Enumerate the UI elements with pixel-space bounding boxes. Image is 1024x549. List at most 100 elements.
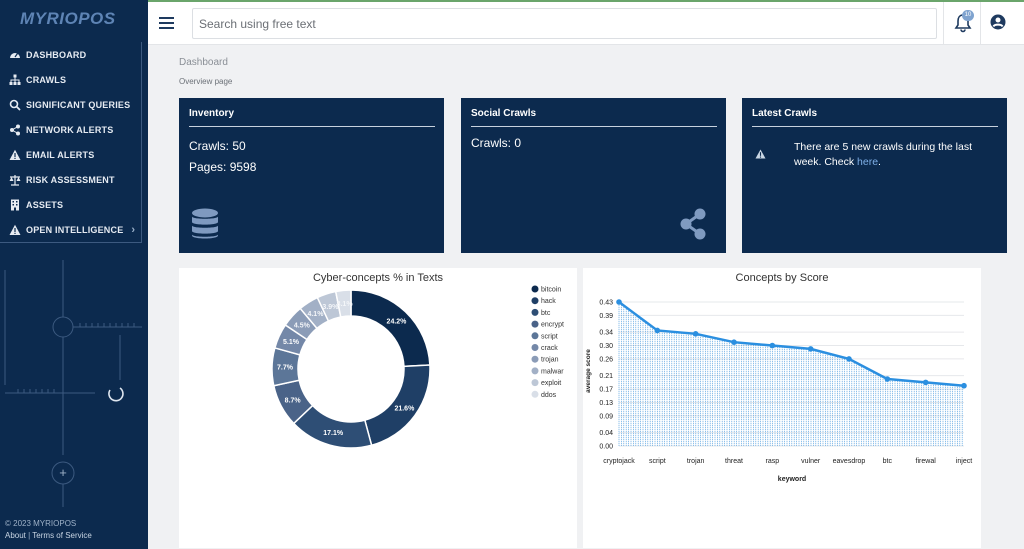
warning-icon — [755, 149, 766, 159]
social-crawls-count: Crawls: 0 — [471, 136, 522, 150]
data-point-cryptojack[interactable] — [616, 299, 622, 305]
sidebar-item-significant-queries[interactable]: SIGNIFICANT QUERIES — [0, 92, 141, 117]
sidebar-item-label: RISK ASSESSMENT — [26, 174, 115, 185]
area-chart: 0.00 0.04 0.09 0.13 0.17 0.21 0.26 0.30 0.34 0.39… — [585, 299, 972, 483]
data-point-script[interactable] — [654, 327, 661, 334]
sidebar-item-open-intelligence[interactable]: OPEN INTELLIGENCE › — [0, 217, 141, 242]
data-point-rasp[interactable] — [769, 342, 776, 349]
y-tick-label: 0.39 — [599, 313, 613, 320]
y-tick-label: 0.17 — [599, 387, 613, 394]
sidebar-item-crawls[interactable]: CRAWLS — [0, 67, 141, 92]
latest-crawls-message: There are 5 new crawls during the last w… — [794, 140, 994, 170]
legend-swatch — [531, 379, 539, 387]
x-tick-label: btc — [883, 458, 893, 465]
legend-item-script[interactable]: script — [541, 333, 558, 340]
about-link[interactable]: About — [5, 531, 26, 540]
message-text: There are 5 new crawls during the last w… — [794, 141, 973, 168]
share-icon — [680, 208, 706, 240]
pie-slice-bitcoin[interactable] — [350, 289, 431, 368]
copyright-text: © 2023 MYRIOPOS — [5, 519, 77, 528]
sidebar-item-dashboard[interactable]: DASHBOARD — [0, 42, 141, 67]
card-divider — [752, 126, 998, 127]
x-tick-label: cryptojack — [603, 458, 635, 465]
message-end: . — [878, 156, 881, 168]
sidebar-item-assets[interactable]: ASSETS — [0, 192, 141, 217]
data-point-threat[interactable] — [731, 339, 737, 345]
app-logo: MYRIOPOS — [20, 9, 116, 28]
latest-crawls-card: Latest Crawls There are 5 new crawls dur… — [742, 98, 1007, 253]
share-icon — [8, 123, 21, 136]
legend-item-malwar[interactable]: malwar — [541, 368, 564, 375]
y-tick-label: 0.04 — [599, 430, 613, 437]
legend-swatch — [531, 285, 539, 293]
building-icon — [8, 198, 21, 211]
legend-item-bitcoin[interactable]: bitcoin — [541, 287, 561, 294]
chevron-right-icon: › — [131, 223, 136, 236]
chart-title: Concepts by Score — [735, 272, 829, 284]
slice-label: 3.1% — [337, 301, 354, 308]
legend-item-hack[interactable]: hack — [541, 298, 556, 305]
slice-label: 3.9% — [322, 304, 339, 311]
slice-label: 4.1% — [307, 311, 324, 318]
sidebar-item-label: CRAWLS — [26, 74, 67, 85]
x-axis-label: keyword — [778, 476, 806, 483]
legend-item-crack[interactable]: crack — [541, 345, 558, 352]
legend-swatch — [531, 355, 539, 363]
concepts-by-score-panel: Concepts by Score 0.00 0.04 0.09 0.13 0.17 0.… — [583, 268, 981, 548]
y-tick-label: 0.13 — [599, 400, 613, 407]
card-divider — [189, 126, 435, 127]
x-tick-label: eavesdrop — [833, 458, 866, 465]
legend-swatch — [531, 344, 539, 351]
sidebar-item-label: ASSETS — [26, 199, 64, 210]
sidebar-item-network-alerts[interactable]: NETWORK ALERTS — [0, 117, 141, 142]
divider — [943, 2, 944, 45]
warning-icon — [8, 223, 21, 236]
sidebar-item-label: EMAIL ALERTS — [26, 149, 95, 160]
legend-item-exploit[interactable]: exploit — [541, 380, 561, 387]
slice-label: 17.1% — [323, 430, 344, 437]
x-tick-label: script — [649, 458, 666, 465]
breadcrumb[interactable]: Dashboard — [179, 57, 228, 68]
x-tick-label: trojan — [687, 458, 705, 465]
gauge-icon — [8, 48, 21, 61]
cyber-concepts-panel: Cyber-concepts % in Texts 24.2% 21.6% 17.1… — [179, 268, 577, 548]
data-point-firewal[interactable] — [922, 379, 929, 386]
here-link[interactable]: here — [857, 156, 879, 168]
user-account-icon[interactable] — [990, 14, 1006, 30]
data-point-inject[interactable] — [961, 382, 967, 389]
donut-chart: 24.2% 21.6% 17.1% 8.7% 7.7% 5.1% 4.5% 4.1%3.9%3… — [271, 285, 564, 449]
card-title: Inventory — [189, 108, 235, 119]
x-tick-label: firewal — [916, 458, 937, 465]
data-point-btc[interactable] — [884, 376, 891, 382]
sidebar: MYRIOPOS DASHBOARD CRAWLS SIGNIFICANT QU… — [0, 0, 148, 549]
terms-of-service-link[interactable]: Terms of Service — [32, 531, 92, 540]
hamburger-menu-icon[interactable] — [159, 17, 174, 30]
page-subtitle: Overview page — [179, 77, 233, 86]
slice-label: 4.5% — [294, 322, 311, 329]
legend-swatch — [531, 390, 539, 398]
pie-slice-ddos[interactable] — [334, 289, 352, 318]
legend-item-btc[interactable]: btc — [541, 310, 551, 317]
legend-item-ddos[interactable]: ddos — [541, 392, 557, 399]
social-crawls-card: Social Crawls Crawls: 0 — [461, 98, 726, 253]
svg-text:+: + — [59, 465, 67, 480]
card-title: Social Crawls — [471, 108, 537, 119]
y-tick-label: 0.34 — [599, 330, 613, 337]
chart-title: Cyber-concepts % in Texts — [312, 272, 444, 284]
legend-item-trojan[interactable]: trojan — [541, 357, 559, 364]
sidebar-item-risk-assessment[interactable]: RISK ASSESSMENT — [0, 167, 141, 192]
y-tick-label: 0.00 — [599, 444, 613, 451]
sidebar-item-email-alerts[interactable]: EMAIL ALERTS — [0, 142, 141, 167]
x-tick-label: inject — [956, 458, 972, 465]
data-point-trojan[interactable] — [692, 331, 699, 337]
top-bar: 10 — [148, 0, 1024, 45]
search-input[interactable] — [192, 8, 937, 39]
database-icon — [192, 208, 218, 239]
x-tick-label: rasp — [766, 458, 780, 465]
data-point-eavesdrop[interactable] — [846, 356, 852, 362]
data-point-vulner[interactable] — [807, 346, 814, 352]
y-tick-label: 0.30 — [599, 343, 613, 350]
legend-item-encrypt[interactable]: encrypt — [541, 322, 564, 329]
search-icon — [8, 98, 21, 111]
legend-swatch — [531, 320, 539, 328]
